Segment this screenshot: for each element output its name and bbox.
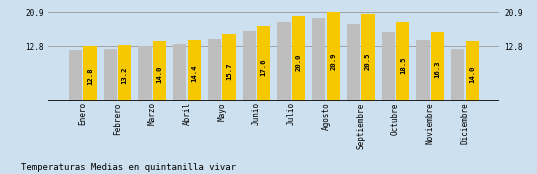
Text: 14.0: 14.0: [157, 65, 163, 83]
Text: 17.6: 17.6: [261, 58, 267, 76]
Bar: [153, 41, 166, 101]
Bar: [83, 46, 97, 101]
Bar: [292, 16, 305, 101]
Text: 14.0: 14.0: [469, 65, 475, 83]
Text: 15.7: 15.7: [226, 62, 232, 80]
Bar: [257, 26, 271, 101]
Bar: [69, 50, 82, 101]
Bar: [382, 32, 395, 101]
Text: 14.4: 14.4: [191, 65, 197, 82]
Bar: [312, 18, 325, 101]
Bar: [466, 41, 479, 101]
Bar: [451, 49, 465, 101]
Text: 13.2: 13.2: [122, 67, 128, 84]
Text: 12.8: 12.8: [87, 68, 93, 85]
Text: 20.5: 20.5: [365, 53, 371, 70]
Bar: [139, 46, 151, 101]
Bar: [243, 31, 256, 101]
Bar: [416, 40, 430, 101]
Bar: [104, 49, 117, 101]
Bar: [361, 14, 375, 101]
Bar: [326, 12, 340, 101]
Bar: [173, 44, 186, 101]
Bar: [208, 39, 221, 101]
Bar: [396, 22, 409, 101]
Bar: [431, 32, 444, 101]
Bar: [222, 34, 236, 101]
Bar: [347, 24, 360, 101]
Text: Temperaturas Medias en quintanilla vivar: Temperaturas Medias en quintanilla vivar: [21, 163, 236, 172]
Bar: [277, 22, 291, 101]
Text: 16.3: 16.3: [434, 61, 440, 78]
Text: 18.5: 18.5: [400, 57, 406, 74]
Bar: [118, 45, 132, 101]
Bar: [188, 40, 201, 101]
Text: 20.9: 20.9: [330, 52, 336, 70]
Text: 20.0: 20.0: [295, 54, 302, 71]
